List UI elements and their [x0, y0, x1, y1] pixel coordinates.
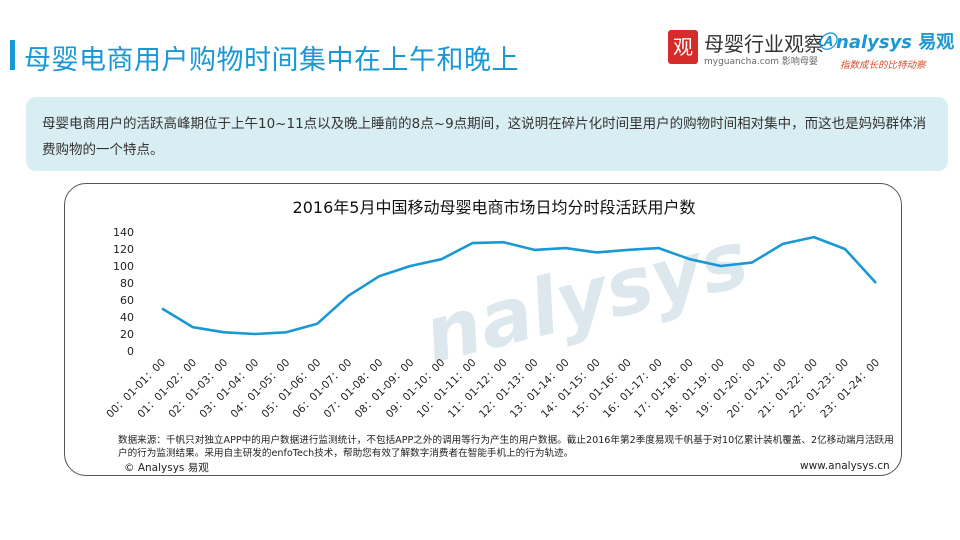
mybb-logo: 观 母婴行业观察 myguancha.com 影响母婴 — [668, 28, 824, 68]
y-tick-label: 140 — [113, 226, 134, 239]
mybb-logo-name: 母婴行业观察 — [704, 32, 824, 56]
copyright: © Analysys 易观 — [124, 462, 209, 474]
chart-title: 2016年5月中国移动母婴电商市场日均分时段活跃用户数 — [293, 198, 696, 217]
y-tick-label: 100 — [113, 260, 134, 273]
watermark-text: nalysys — [415, 214, 756, 381]
analysys-logo: Ⓐnalysys 易观 指数成长的比特动察 — [818, 28, 958, 71]
website-link[interactable]: www.analysys.cn — [800, 460, 890, 472]
y-tick-label: 20 — [120, 328, 134, 341]
summary-text: 母婴电商用户的活跃高峰期位于上午10~11点以及晚上睡前的8点~9点期间，这说明… — [42, 116, 927, 158]
y-tick-label: 60 — [120, 294, 134, 307]
analysys-logo-name: Ⓐnalysys 易观 — [818, 28, 958, 54]
analysys-logo-cn: 易观 — [918, 32, 955, 53]
analysys-logo-mark-icon: Ⓐ — [818, 32, 836, 53]
chart-panel — [64, 183, 902, 476]
x-axis: 00：01-01：0001：01-02：0002：01-03：0003：01-0… — [104, 357, 882, 421]
y-tick-label: 40 — [120, 311, 134, 324]
mybb-seal-icon: 观 — [668, 30, 698, 64]
x-tick-label: 23：01-24：00 — [818, 357, 882, 421]
title-accent-bar — [10, 40, 15, 70]
series-line — [161, 235, 877, 336]
analysys-slogan: 指数成长的比特动察 — [840, 60, 926, 71]
data-source-note: 数据来源：千帆只对独立APP中的用户数据进行监测统计，不包括APP之外的调用等行… — [118, 435, 894, 459]
analysys-logo-text: nalysys — [836, 32, 913, 53]
summary-box: 母婴电商用户的活跃高峰期位于上午10~11点以及晚上睡前的8点~9点期间，这说明… — [26, 97, 948, 171]
page-title: 母婴电商用户购物时间集中在上午和晚上 — [24, 45, 519, 76]
y-tick-label: 0 — [127, 345, 134, 358]
y-tick-label: 80 — [120, 277, 134, 290]
y-tick-label: 120 — [113, 243, 134, 256]
y-axis: 0 20 40 60 80 100 120 140 — [113, 226, 134, 358]
mybb-logo-sub: myguancha.com 影响母婴 — [704, 57, 818, 67]
